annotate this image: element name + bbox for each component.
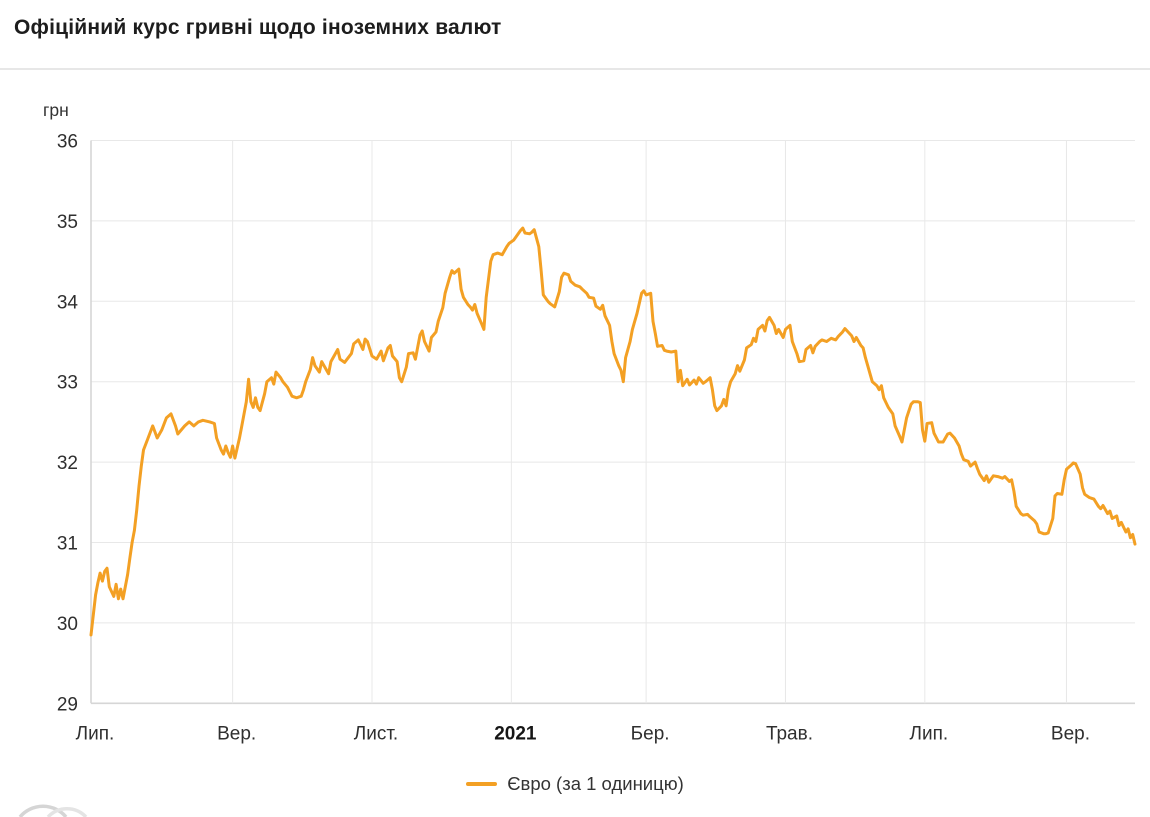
y-tick-label: 36 (57, 132, 78, 153)
x-tick-label: Вер. (1051, 723, 1090, 744)
x-tick-label: Лист. (354, 723, 398, 744)
page-title: Офіційний курс гривні щодо іноземних вал… (14, 16, 502, 39)
x-tick-label: Трав. (766, 723, 813, 744)
euro-rate-line[interactable] (89, 226, 1137, 637)
y-tick-label: 31 (57, 534, 78, 555)
x-tick-label: Лип. (910, 723, 949, 744)
watermark-logo-icon (18, 804, 88, 817)
y-axis-unit-label: грн (43, 100, 69, 120)
y-tick-label: 29 (57, 694, 78, 715)
y-tick-label: 30 (57, 614, 78, 635)
legend-item-euro[interactable]: Євро (за 1 одиницю) (466, 773, 684, 795)
x-tick-label: Вер. (217, 723, 256, 744)
x-tick-label: 2021 (494, 723, 537, 744)
legend-label: Євро (за 1 одиницю) (507, 773, 684, 794)
y-tick-label: 32 (57, 453, 78, 474)
x-tick-label: Бер. (631, 723, 670, 744)
y-tick-label: 35 (57, 212, 78, 233)
legend-line-swatch (466, 782, 498, 786)
legend: Євро (за 1 одиницю) (0, 773, 1150, 795)
title-divider (0, 68, 1150, 70)
y-tick-label: 33 (57, 373, 78, 394)
y-tick-label: 34 (57, 292, 79, 313)
x-tick-label: Лип. (76, 723, 115, 744)
